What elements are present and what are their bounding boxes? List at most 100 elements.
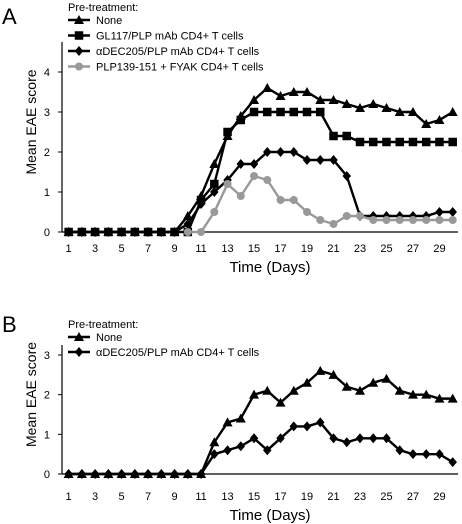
data-point [328,369,339,379]
data-point [354,385,365,395]
legend-entry: GL117/PLP mAb CD4+ T cells [68,31,244,43]
data-point [342,171,351,181]
legend-label: αDEC205/PLP mAb CD4+ T cells [96,46,260,58]
legend-title: Pre-treatment: [68,2,138,14]
legend-label: None [96,15,122,27]
data-point [197,228,206,236]
data-point [263,445,272,456]
x-tick-label: 15 [248,243,260,255]
data-point [130,469,140,479]
series-2 [64,417,457,479]
data-point [210,208,219,216]
series-line [68,86,454,234]
panel-a-letter: A [2,4,17,29]
data-point [302,377,313,387]
x-tick-label: 21 [327,491,339,503]
y-axis-label: Mean EAE score [23,342,39,447]
data-point [394,107,405,116]
series-line [68,369,453,476]
data-point [447,107,458,116]
legend-marker [75,62,83,71]
data-point [303,208,312,216]
data-point [263,107,272,117]
legend-entry: None [68,15,122,27]
data-point [249,159,259,169]
legend-label: GL117/PLP mAb CD4+ T cells [96,31,244,43]
data-point [316,155,325,165]
series-line [68,110,453,234]
x-tick-label: 21 [327,243,339,255]
x-tick-label: 13 [221,491,233,503]
data-point [355,137,365,147]
data-point [77,469,87,479]
y-tick-label: 1 [44,429,50,441]
panel-b-letter: B [2,312,17,337]
x-tick-label: 3 [92,243,98,255]
data-point [434,115,445,124]
data-point [170,469,179,479]
data-point [210,187,219,197]
x-tick-label: 9 [172,243,178,255]
data-point [249,389,260,399]
x-tick-label: 27 [407,243,419,255]
data-point [143,469,153,479]
data-point [117,227,126,237]
data-point [381,103,392,112]
y-tick-label: 3 [44,107,50,119]
data-point [422,216,431,224]
y-tick-label: 3 [44,350,50,362]
data-point [369,216,378,224]
data-point [368,377,379,387]
data-point [262,83,273,92]
x-tick-label: 27 [407,491,419,503]
y-tick-label: 1 [44,187,50,199]
x-tick-label: 19 [301,491,313,503]
x-tick-label: 5 [119,243,125,255]
data-point [236,159,246,169]
data-point [117,469,126,479]
data-point [329,220,338,228]
data-point [342,212,351,220]
x-tick-label: 17 [274,243,286,255]
data-point [382,216,391,224]
data-point [288,385,299,395]
data-point [196,469,206,479]
data-point [408,216,417,224]
data-point [223,180,232,188]
data-point [408,137,418,147]
data-point [368,433,378,444]
data-point [355,433,365,444]
y-tick-label: 2 [44,147,50,159]
data-point [222,417,233,427]
data-point [382,433,391,444]
data-point [435,137,444,147]
data-point [421,449,431,460]
x-tick-label: 25 [380,243,392,255]
data-point [447,393,458,403]
data-point [355,212,364,220]
data-point [64,227,73,237]
data-point [104,469,113,479]
data-point [209,437,220,447]
data-point [381,373,392,383]
x-tick-label: 9 [172,491,178,503]
legend-title: Pre-treatment: [68,319,138,331]
legend-label: PLP139-151 + FYAK CD4+ T cells [96,62,264,74]
data-point [328,95,339,104]
data-point [276,107,285,117]
x-axis-label: Time (Days) [229,507,310,524]
data-point [196,199,206,209]
data-point [329,131,338,141]
data-point [183,219,193,229]
data-point [276,433,285,444]
data-point [289,107,299,117]
data-point [90,469,100,479]
data-point [316,417,325,428]
x-tick-label: 29 [433,491,445,503]
data-point [249,107,259,117]
data-point [341,99,352,108]
data-point [302,155,312,165]
x-tick-label: 5 [119,491,125,503]
data-point [435,449,444,460]
